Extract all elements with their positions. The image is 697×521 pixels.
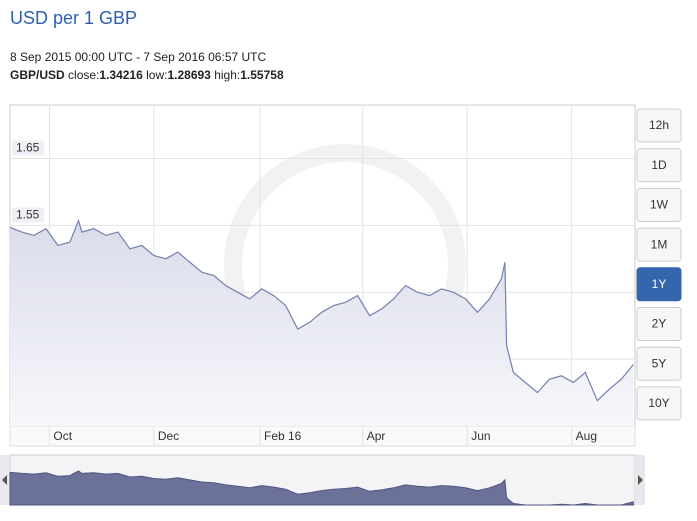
x-tick-label: Dec [158, 429, 179, 443]
nav-left-arrow [2, 475, 7, 485]
range-button[interactable]: 2Y [636, 307, 682, 341]
stat-label: close: [68, 68, 100, 82]
navigator-area [9, 470, 634, 506]
x-tick-label: Oct [53, 429, 72, 443]
subtitle: 8 Sep 2015 00:00 UTC - 7 Sep 2016 06:57 … [10, 50, 267, 64]
nav-right-arrow [638, 475, 643, 485]
y-label-box [12, 140, 44, 156]
stat-value: 1.28693 [167, 68, 211, 82]
range-button-box [636, 386, 682, 421]
x-tick-label: Jun [471, 429, 490, 443]
range-button[interactable]: 1Y [636, 267, 682, 302]
range-button[interactable]: 1D [636, 148, 682, 183]
range-button-label: 10Y [648, 396, 669, 410]
range-button-box [636, 346, 682, 381]
range-button-label: 1M [651, 237, 668, 251]
chart-title: USD per 1 GBP [10, 8, 138, 28]
x-axis-band [9, 425, 636, 447]
range-button-label: 5Y [652, 356, 667, 370]
y-label-box [12, 207, 44, 223]
range-button-box [636, 267, 682, 302]
range-button-box [636, 307, 682, 341]
stat-value: 1.55758 [240, 68, 284, 82]
area [10, 220, 634, 426]
line [9, 218, 634, 402]
range-button-label: 1Y [652, 277, 667, 291]
range-button-label: 1D [651, 158, 667, 172]
range-button[interactable]: 10Y [636, 386, 682, 421]
x-tick-label: Feb 16 [264, 429, 302, 443]
pair: GBP/USD [10, 68, 65, 82]
range-button[interactable]: 12h [636, 108, 682, 143]
range-button-box [636, 187, 682, 222]
range-button-box [636, 108, 682, 143]
x-tick-label: Aug [576, 429, 597, 443]
range-button-label: 12h [649, 118, 669, 132]
range-button[interactable]: 5Y [636, 346, 682, 381]
range-button-label: 1W [650, 198, 669, 212]
range-button[interactable]: 1W [636, 187, 682, 222]
x-tick-label: Apr [367, 429, 386, 443]
stat-value: 1.34216 [99, 68, 143, 82]
stats: GBP/USD close:1.34216 low:1.28693 high:1… [10, 68, 284, 82]
range-button[interactable]: 1M [636, 227, 682, 262]
stat-label: low: [146, 68, 168, 82]
range-button-label: 2Y [652, 317, 667, 331]
range-button-box [636, 227, 682, 262]
y-tick-label: 1.65 [16, 141, 40, 155]
stat-label: high: [214, 68, 241, 82]
range-button-box [636, 148, 682, 183]
y-tick-label: 1.55 [16, 208, 40, 222]
